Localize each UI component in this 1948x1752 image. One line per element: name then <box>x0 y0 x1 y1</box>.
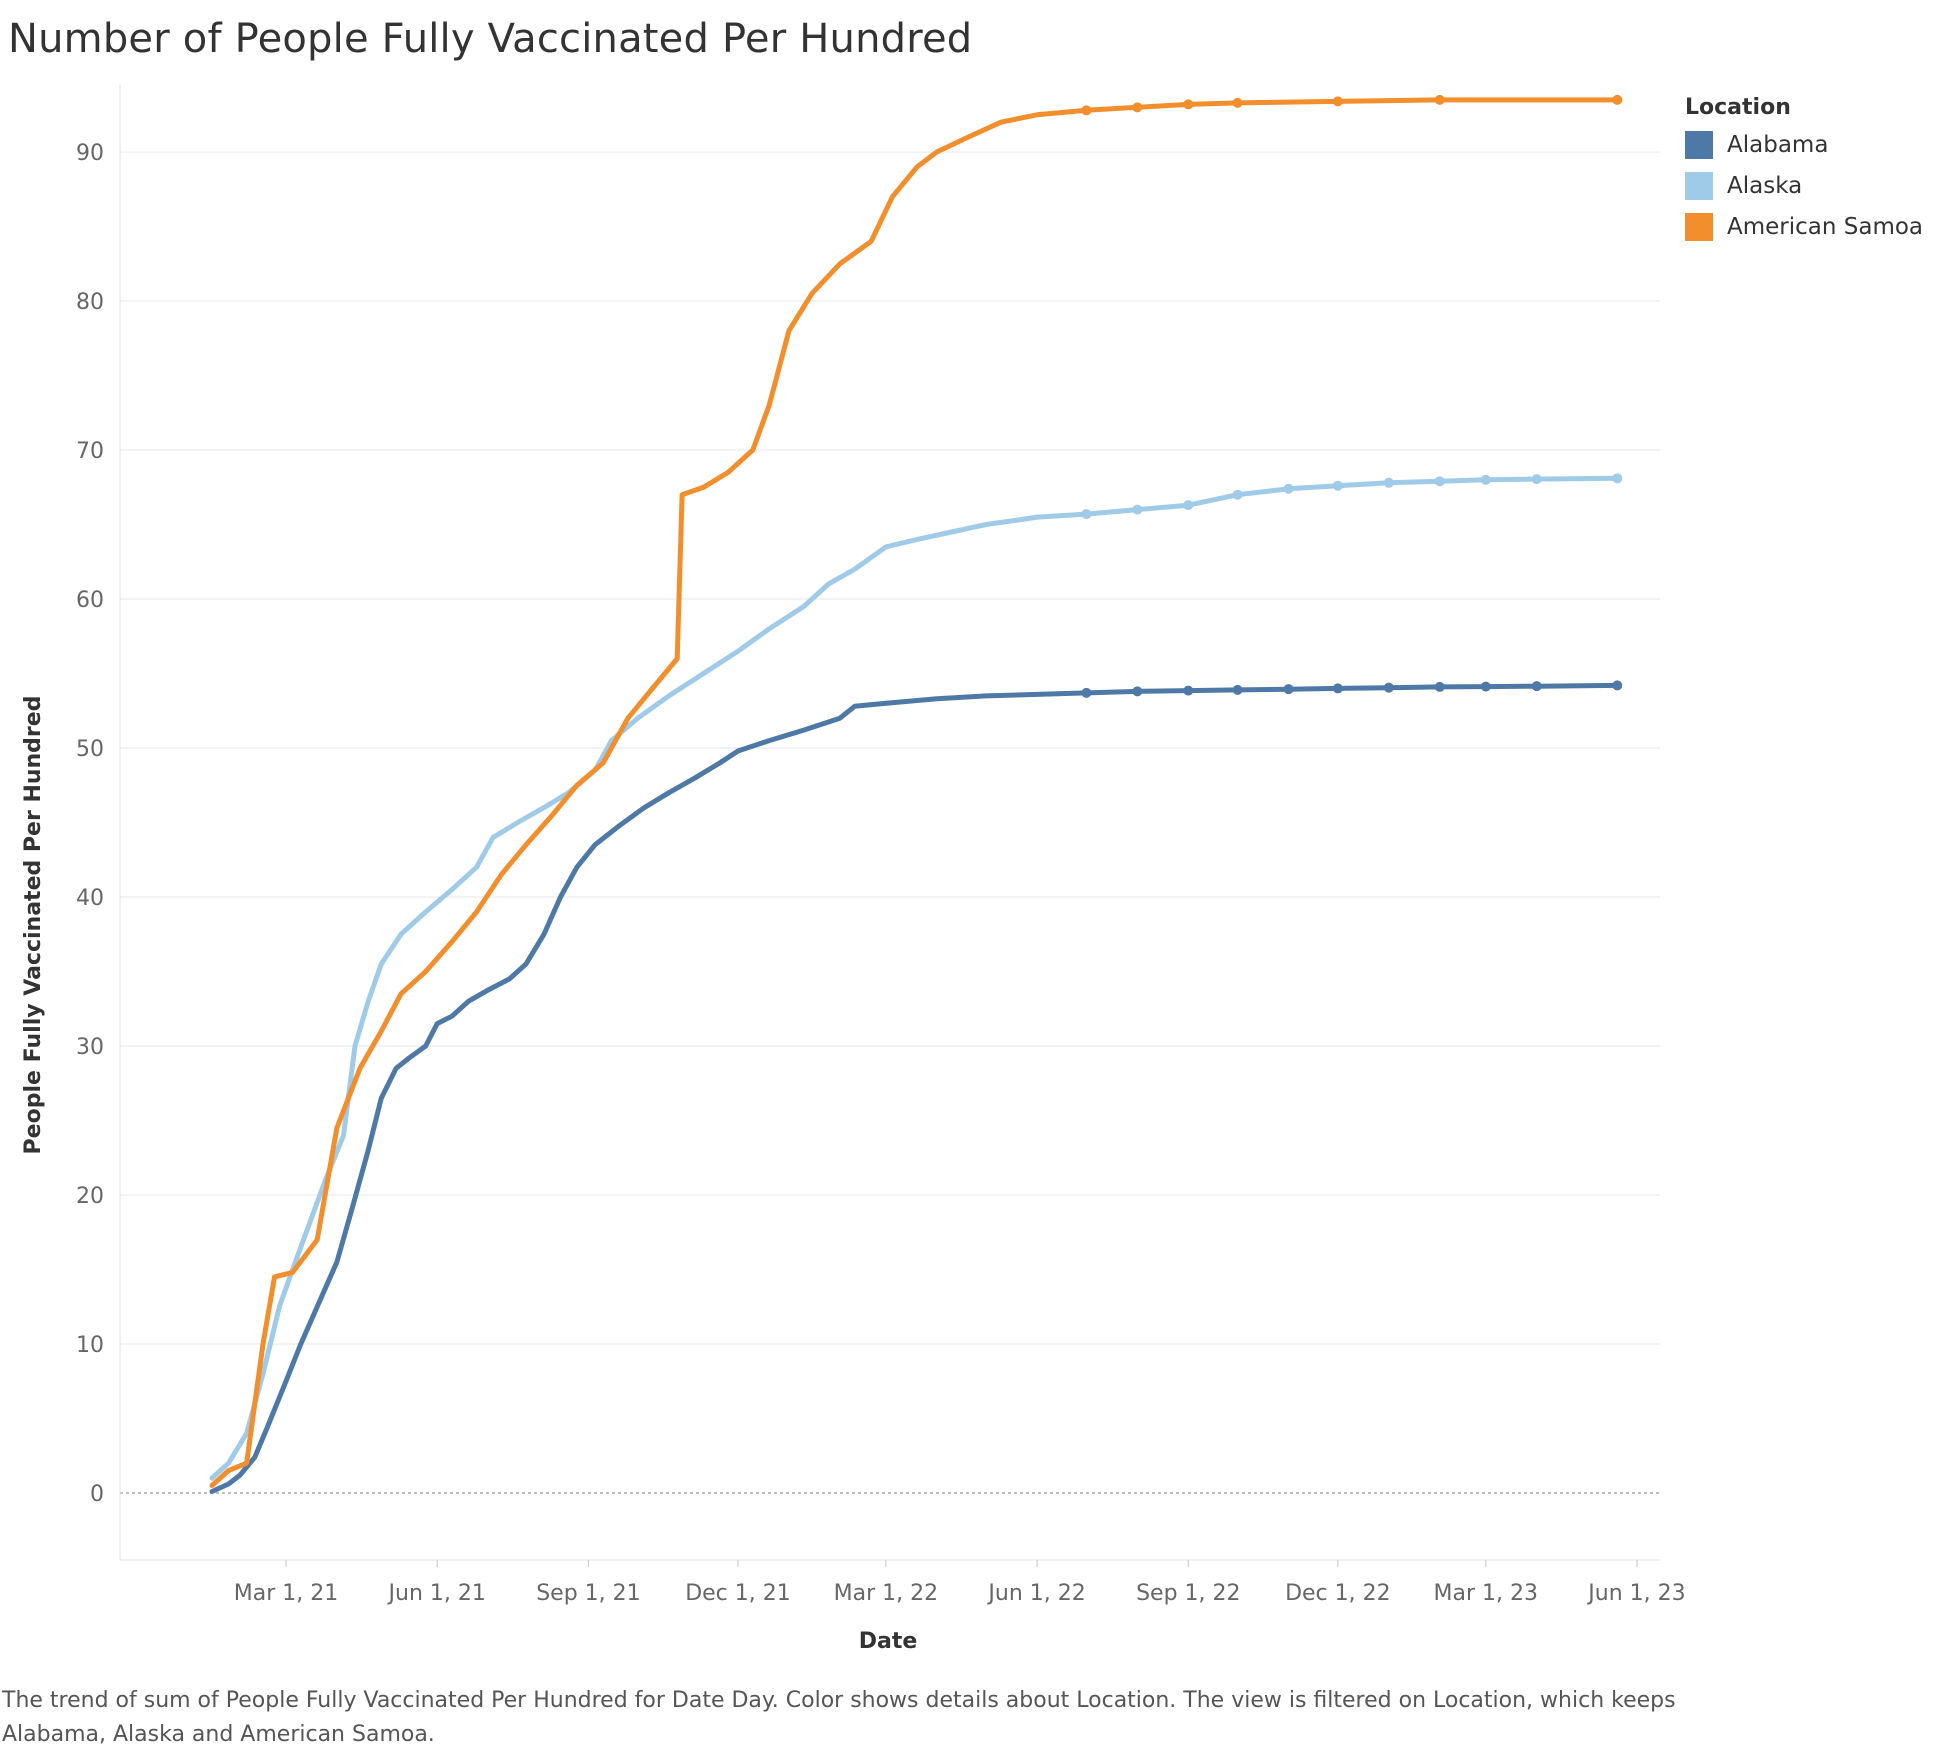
legend-item-alabama[interactable]: Alabama <box>1685 124 1923 165</box>
y-tick-label: 70 <box>76 439 104 464</box>
y-tick-label: 30 <box>76 1035 104 1060</box>
legend: Location Alabama Alaska American Samoa <box>1685 95 1923 247</box>
series-point[interactable] <box>1132 504 1143 515</box>
y-tick-label: 0 <box>90 1482 104 1507</box>
series-point[interactable] <box>1232 684 1243 695</box>
legend-item-alaska[interactable]: Alaska <box>1685 165 1923 206</box>
series-point[interactable] <box>1183 99 1194 110</box>
legend-title: Location <box>1685 95 1791 120</box>
series-point[interactable] <box>1283 483 1294 494</box>
series-point[interactable] <box>1434 476 1445 487</box>
legend-label: American Samoa <box>1727 213 1924 240</box>
x-tick-label: Jun 1, 21 <box>387 1581 486 1606</box>
series-point[interactable] <box>1434 94 1445 105</box>
series-point[interactable] <box>1480 474 1491 485</box>
series-point[interactable] <box>1081 105 1092 116</box>
series-point[interactable] <box>1081 509 1092 520</box>
x-tick-label: Dec 1, 21 <box>685 1581 791 1606</box>
y-tick-label: 50 <box>76 737 104 762</box>
series-point[interactable] <box>1132 686 1143 697</box>
series-point[interactable] <box>1283 684 1294 695</box>
x-tick-label: Sep 1, 22 <box>1136 1581 1240 1606</box>
series-point[interactable] <box>1383 477 1394 488</box>
legend-label: Alaska <box>1727 172 1803 199</box>
legend-swatch-alaska <box>1685 171 1713 200</box>
series-point[interactable] <box>1081 687 1092 698</box>
series-line-alaska[interactable] <box>209 475 1620 1481</box>
y-tick-label: 60 <box>76 588 104 613</box>
x-tick-label: Mar 1, 22 <box>834 1581 938 1606</box>
legend-swatch-american-samoa <box>1685 212 1713 241</box>
legend-item-american-samoa[interactable]: American Samoa <box>1685 206 1923 247</box>
series-line-alabama[interactable] <box>209 682 1620 1494</box>
series-point[interactable] <box>1183 685 1194 696</box>
series-point[interactable] <box>1332 480 1343 491</box>
y-tick-label: 80 <box>76 290 104 315</box>
series-point[interactable] <box>1612 473 1623 484</box>
x-tick-label: Mar 1, 21 <box>234 1581 338 1606</box>
series-point[interactable] <box>1480 681 1491 692</box>
series-point[interactable] <box>1232 97 1243 108</box>
series-point[interactable] <box>1183 500 1194 511</box>
y-tick-label: 20 <box>76 1184 104 1209</box>
series-point[interactable] <box>1332 96 1343 107</box>
x-tick-label: Sep 1, 21 <box>536 1581 640 1606</box>
series-point[interactable] <box>1383 682 1394 693</box>
x-tick-label: Mar 1, 23 <box>1434 1581 1538 1606</box>
x-axis-title: Date <box>859 1629 918 1654</box>
x-tick-label: Jun 1, 23 <box>1586 1581 1685 1606</box>
legend-swatch-alabama <box>1685 130 1713 159</box>
series-point[interactable] <box>1434 681 1445 692</box>
series-point[interactable] <box>1232 489 1243 500</box>
series-point[interactable] <box>1531 474 1542 485</box>
series-line-american-samoa[interactable] <box>209 97 1620 1488</box>
x-tick-label: Jun 1, 22 <box>986 1581 1085 1606</box>
series-point[interactable] <box>1132 102 1143 113</box>
chart-caption: The trend of sum of People Fully Vaccina… <box>2 1688 1676 1747</box>
series-point[interactable] <box>1332 683 1343 694</box>
series-point[interactable] <box>1612 94 1623 105</box>
legend-label: Alabama <box>1727 131 1829 158</box>
y-axis-title: People Fully Vaccinated Per Hundred <box>21 696 46 1155</box>
y-tick-label: 10 <box>76 1333 104 1358</box>
series-point[interactable] <box>1531 681 1542 692</box>
y-tick-label: 90 <box>76 141 104 166</box>
chart-title: Number of People Fully Vaccinated Per Hu… <box>8 16 973 62</box>
y-tick-label: 40 <box>76 886 104 911</box>
series-point[interactable] <box>1612 680 1623 691</box>
x-tick-label: Dec 1, 22 <box>1285 1581 1391 1606</box>
